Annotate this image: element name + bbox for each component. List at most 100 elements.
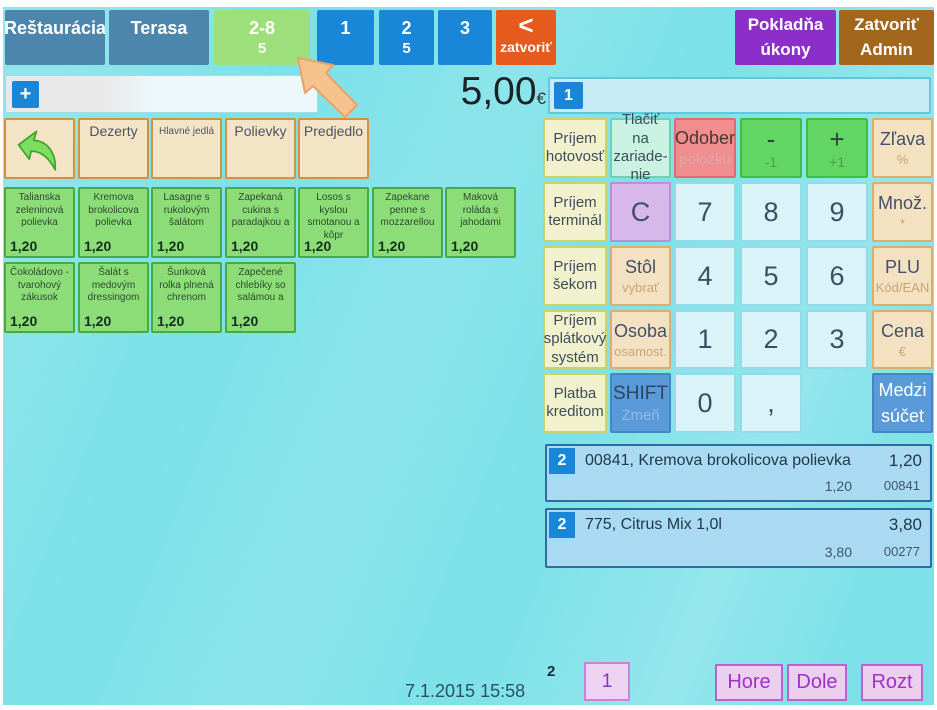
product-button[interactable]: Zapekane penne s mozzarellou 1,20 [372, 187, 443, 258]
category-label: Predjedlo [303, 123, 364, 139]
order-item-code: 00277 [883, 544, 920, 559]
product-price: 1,20 [451, 238, 479, 254]
btn-sub-label: % [896, 152, 909, 167]
btn-prijem-splatkovy-system[interactable]: Príjem splátkový systém [543, 310, 607, 369]
product-button[interactable]: Lasagne s rukolovým šalátom 1,20 [151, 187, 222, 258]
product-name: Šunková rolka plnená chrenom [159, 267, 214, 303]
room-terasa[interactable]: Terasa [109, 10, 209, 65]
table-2-8[interactable]: 2-8 5 [214, 10, 310, 65]
btn-main-label: Stôl [624, 257, 657, 277]
category-tab-predjedlo[interactable]: Predjedlo [298, 118, 369, 179]
product-button[interactable]: Kremova brokolicova polievka 1,20 [78, 187, 149, 258]
category-label: Polievky [234, 123, 287, 139]
btn-plu-kod-ean[interactable]: PLU Kód/EAN [872, 246, 933, 306]
product-button[interactable]: Šalát s medovým dressingom 1,20 [78, 262, 149, 333]
nav-button-rozt[interactable]: Rozt [861, 664, 923, 701]
product-button[interactable]: Maková roláda s jahodami 1,20 [445, 187, 516, 258]
btn-platba-kreditom[interactable]: Platba kreditom [543, 373, 607, 433]
btn-line: Príjem [553, 312, 597, 330]
btn-key-0[interactable]: 0 [674, 373, 736, 433]
btn-cena-eur[interactable]: Cena € [872, 310, 933, 369]
product-name: Zapečené chlebíky so salámou a [235, 267, 286, 303]
btn-key-2[interactable]: 2 [740, 310, 802, 369]
btn-sub-label: +1 [829, 154, 845, 170]
category-tab-polievky[interactable]: Polievky [225, 118, 296, 179]
btn-stol-vybrat[interactable]: Stôl vybrať [610, 246, 671, 306]
order-row[interactable]: 2 00841, Kremova brokolicova polievka 1,20… [545, 444, 932, 502]
product-price: 1,20 [157, 313, 185, 329]
order-row[interactable]: 2 775, Citrus Mix 1,0l 3,80 3,80 00277 [545, 508, 932, 568]
product-button[interactable]: Zapečené chlebíky so salámou a 1,20 [225, 262, 296, 333]
btn-key-4[interactable]: 4 [674, 246, 736, 306]
btn-main-label: Množ. [877, 193, 928, 213]
order-item-unit-price: 3,80 [824, 544, 852, 560]
btn-medzisucet[interactable]: Medzi súčet [872, 373, 933, 433]
table-3[interactable]: 3 [438, 10, 492, 65]
nav-button-dole[interactable]: Dole [787, 664, 847, 701]
product-button[interactable]: Šunková rolka plnená chrenom 1,20 [151, 262, 222, 333]
btn-key-5[interactable]: 5 [740, 246, 802, 306]
room-restauracia[interactable]: Reštaurácia [5, 10, 105, 65]
total-amount: 5,00€ [340, 70, 546, 113]
btn-mnozstvo[interactable]: Množ. * [872, 182, 933, 242]
add-item-button[interactable]: + [12, 81, 39, 108]
product-button[interactable]: Čokoládovo - tvarohový zákusok 1,20 [4, 262, 75, 333]
btn-key-3[interactable]: 3 [806, 310, 868, 369]
category-tab-dezerty[interactable]: Dezerty [78, 118, 149, 179]
btn-key-7[interactable]: 7 [674, 182, 736, 242]
cash-actions-button[interactable]: Pokladňa úkony [735, 10, 836, 65]
product-button[interactable]: Zapekaná cukina s paradajkou a 1,20 [225, 187, 296, 258]
btn-key-9[interactable]: 9 [806, 182, 868, 242]
btn-main-label: PLU [884, 257, 920, 277]
btn-prijem-sekom[interactable]: Príjem šekom [543, 246, 607, 306]
table-label: 2-8 [248, 18, 275, 38]
btn-key-comma[interactable]: , [740, 373, 802, 433]
btn-key-8[interactable]: 8 [740, 182, 802, 242]
btn-shift-zmen[interactable]: SHIFT Zmeň [610, 373, 671, 433]
btn-main-label: 5 [763, 260, 779, 291]
btn-main-label: Osoba [613, 320, 668, 341]
order-header-bar: 1 [548, 77, 931, 114]
btn-prijem-terminal[interactable]: Príjem terminál [543, 182, 607, 242]
product-name: Kremova brokolicova polievka [88, 192, 139, 228]
btn-prijem-hotovost[interactable]: Príjem hotovosť [543, 118, 607, 178]
btn-tlacit-na-zariadenie[interactable]: Tlačiť na zariade-nie [610, 111, 671, 183]
close-admin-button[interactable]: Zatvoriť Admin [839, 10, 934, 65]
product-name: Talianska zeleninová polievka [15, 192, 64, 228]
btn-key-6[interactable]: 6 [806, 246, 868, 306]
entry-bar: + [5, 75, 318, 113]
btn-sub-label: osamost. [614, 343, 667, 359]
order-qty-badge: 2 [549, 512, 575, 538]
btn-sub-label: € [898, 343, 907, 359]
close-table-button[interactable]: < zatvoriť [496, 10, 556, 65]
product-name: Maková roláda s jahodami [460, 192, 501, 228]
product-button[interactable]: Talianska zeleninová polievka 1,20 [4, 187, 75, 258]
btn-plus-one[interactable]: + +1 [806, 118, 868, 178]
nav-button-hore[interactable]: Hore [715, 664, 783, 701]
btn-odober-polozku[interactable]: Odober položku [674, 118, 736, 178]
btn-sub-label: položku [679, 151, 731, 168]
entry-input[interactable] [42, 80, 312, 109]
product-button[interactable]: Losos s kyslou smotanou a kôpr 1,20 [298, 187, 369, 258]
category-label: Dezerty [89, 123, 138, 139]
table-sublabel: 5 [402, 39, 411, 57]
btn-main-label: Odober [674, 128, 736, 148]
btn-line: hotovosť [545, 148, 605, 165]
btn-main-label: Zľava [879, 129, 926, 149]
product-price: 1,20 [304, 238, 332, 254]
order-item-price: 3,80 [888, 515, 922, 534]
page-button[interactable]: 1 [584, 662, 630, 701]
btn-osoba-osamost[interactable]: Osoba osamost. [610, 310, 671, 369]
table-1[interactable]: 1 [317, 10, 374, 65]
btn-line: Príjem [553, 257, 597, 275]
category-back-button[interactable] [4, 118, 75, 179]
btn-clear[interactable]: C [610, 182, 671, 242]
order-item-code: 00841 [883, 478, 920, 493]
btn-minus-one[interactable]: - -1 [740, 118, 802, 178]
btn-zlava-percent[interactable]: Zľava% [872, 118, 933, 178]
category-tab-hlavne-jedla[interactable]: Hlavné jedlá [151, 118, 222, 179]
btn-key-1[interactable]: 1 [674, 310, 736, 369]
btn-main-label: , [767, 387, 775, 418]
